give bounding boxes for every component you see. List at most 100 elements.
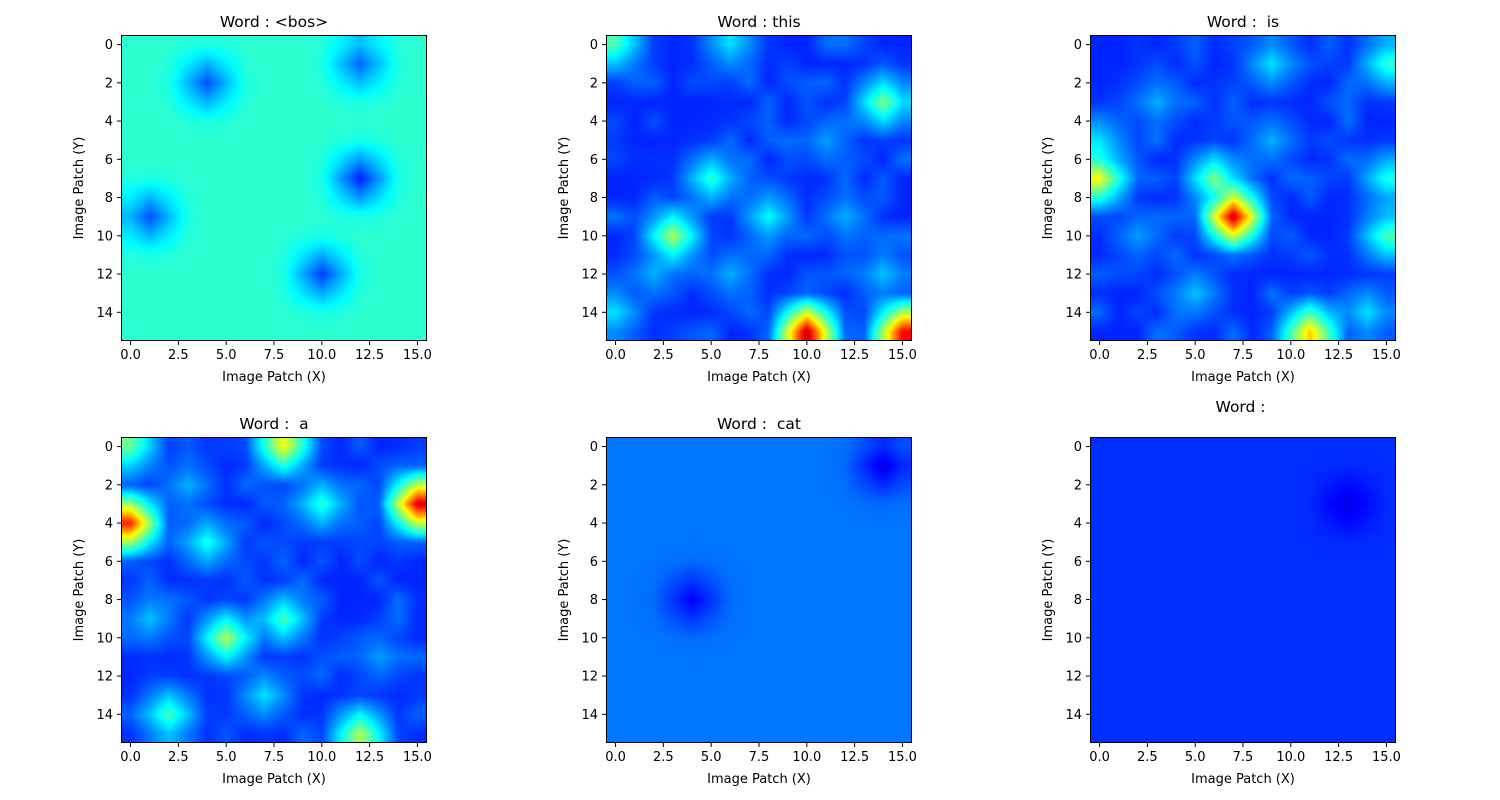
- heatmap-panel-5: 0.0 2.5 5.0 7.5 10.0 12.5 15.0 0 2 4 6 8 10 12 14 Image…: [557, 415, 917, 787]
- x-tick-label: 5.0: [1185, 348, 1206, 363]
- y-tick-label: 4: [1074, 517, 1082, 532]
- heatmap-panel-2: 0.0 2.5 5.0 7.5 10.0 12.5 15.0 0 2 4 6 8 10 12 14 Image…: [557, 13, 917, 385]
- y-tick-label: 2: [105, 478, 113, 493]
- x-axis-label: Image Patch (X): [1191, 370, 1295, 385]
- axes-frame: [121, 35, 427, 341]
- y-tick-label: 6: [590, 153, 598, 168]
- heatmap-image: [606, 35, 912, 341]
- panel-title: Word :: [1216, 398, 1271, 416]
- x-axis-label: Image Patch (X): [707, 370, 811, 385]
- y-tick-label: 6: [105, 153, 113, 168]
- y-tick-label: 10: [1065, 631, 1082, 646]
- x-tick-label: 7.5: [749, 348, 770, 363]
- x-tick-label: 7.5: [264, 348, 285, 363]
- y-tick-label: 0: [590, 440, 598, 455]
- y-tick-label: 8: [1074, 191, 1082, 206]
- panel-title: Word : is: [1207, 13, 1279, 31]
- x-tick-label: 7.5: [749, 750, 770, 765]
- x-tick-label: 10.0: [792, 750, 821, 765]
- y-tick-label: 8: [1074, 593, 1082, 608]
- heatmap-panel-3: 0.0 2.5 5.0 7.5 10.0 12.5 15.0 0 2 4 6 8 10 12 14 Image…: [1041, 13, 1401, 385]
- y-tick-label: 12: [1065, 268, 1082, 283]
- x-tick-label: 0.0: [1089, 348, 1110, 363]
- x-tick-label: 10.0: [792, 348, 821, 363]
- y-tick-label: 6: [590, 555, 598, 570]
- y-axis-label: Image Patch (Y): [557, 539, 572, 642]
- x-tick-label: 7.5: [1233, 348, 1254, 363]
- y-tick-label: 6: [1074, 153, 1082, 168]
- y-tick-label: 2: [590, 76, 598, 91]
- x-tick-label: 10.0: [307, 348, 336, 363]
- y-tick-label: 8: [105, 593, 113, 608]
- y-tick-label: 8: [105, 191, 113, 206]
- y-axis-label: Image Patch (Y): [1041, 539, 1056, 642]
- y-tick-label: 14: [96, 708, 113, 723]
- y-tick-label: 4: [105, 115, 113, 130]
- y-tick-label: 6: [1074, 555, 1082, 570]
- heatmap-panel-4: 0.0 2.5 5.0 7.5 10.0 12.5 15.0 0 2 4 6 8 10 12 14 Image…: [72, 415, 432, 787]
- x-tick-label: 2.5: [168, 750, 189, 765]
- heatmap-panel-1: 0.0 2.5 5.0 7.5 10.0 12.5 15.0 0 2 4 6 8 10 12 14 Image…: [72, 13, 432, 385]
- x-tick-label: 12.5: [1324, 348, 1353, 363]
- x-tick-label: 2.5: [653, 348, 674, 363]
- x-tick-label: 7.5: [264, 750, 285, 765]
- x-tick-label: 0.0: [120, 348, 141, 363]
- x-tick-label: 12.5: [840, 750, 869, 765]
- y-tick-label: 6: [105, 555, 113, 570]
- y-tick-label: 14: [581, 306, 598, 321]
- y-tick-label: 0: [1074, 38, 1082, 53]
- heatmap-image: [606, 437, 912, 743]
- y-tick-label: 10: [581, 631, 598, 646]
- x-tick-label: 15.0: [403, 348, 432, 363]
- x-tick-label: 12.5: [355, 750, 384, 765]
- x-tick-label: 12.5: [355, 348, 384, 363]
- heatmap-image: [1090, 437, 1396, 743]
- y-tick-label: 12: [1065, 670, 1082, 685]
- x-tick-label: 15.0: [888, 348, 917, 363]
- y-tick-label: 4: [105, 517, 113, 532]
- y-tick-label: 14: [96, 306, 113, 321]
- axes-frame: [606, 35, 912, 341]
- y-tick-label: 10: [1065, 229, 1082, 244]
- y-tick-label: 14: [1065, 708, 1082, 723]
- x-tick-label: 15.0: [888, 750, 917, 765]
- x-tick-label: 0.0: [1089, 750, 1110, 765]
- x-tick-label: 2.5: [1137, 750, 1158, 765]
- y-tick-label: 0: [105, 38, 113, 53]
- y-tick-label: 8: [590, 191, 598, 206]
- heatmap-panel-6: 0.0 2.5 5.0 7.5 10.0 12.5 15.0 0 2 4 6 8 10 12 14 Image…: [1041, 398, 1401, 787]
- y-tick-label: 14: [581, 708, 598, 723]
- y-tick-label: 10: [581, 229, 598, 244]
- x-tick-label: 2.5: [1137, 348, 1158, 363]
- x-axis-label: Image Patch (X): [1191, 772, 1295, 787]
- x-tick-label: 2.5: [653, 750, 674, 765]
- y-tick-label: 12: [581, 268, 598, 283]
- x-axis-label: Image Patch (X): [707, 772, 811, 787]
- y-tick-label: 12: [96, 670, 113, 685]
- y-tick-label: 0: [590, 38, 598, 53]
- y-tick-label: 0: [1074, 440, 1082, 455]
- x-tick-label: 15.0: [403, 750, 432, 765]
- x-tick-label: 12.5: [1324, 750, 1353, 765]
- axes-frame: [1090, 35, 1396, 341]
- x-axis-label: Image Patch (X): [222, 370, 326, 385]
- panel-title: Word : a: [239, 415, 308, 433]
- y-tick-label: 12: [581, 670, 598, 685]
- x-tick-label: 15.0: [1372, 750, 1401, 765]
- y-tick-label: 10: [96, 631, 113, 646]
- y-axis-label: Image Patch (Y): [557, 137, 572, 240]
- y-tick-label: 4: [590, 115, 598, 130]
- x-tick-label: 0.0: [605, 750, 626, 765]
- heatmap-image: [121, 437, 427, 743]
- y-tick-label: 4: [590, 517, 598, 532]
- y-axis-label: Image Patch (Y): [1041, 137, 1056, 240]
- y-tick-label: 2: [590, 478, 598, 493]
- x-tick-label: 7.5: [1233, 750, 1254, 765]
- x-tick-label: 5.0: [1185, 750, 1206, 765]
- x-tick-label: 10.0: [307, 750, 336, 765]
- y-tick-label: 0: [105, 440, 113, 455]
- x-tick-label: 5.0: [701, 348, 722, 363]
- x-tick-label: 0.0: [120, 750, 141, 765]
- x-tick-label: 5.0: [216, 750, 237, 765]
